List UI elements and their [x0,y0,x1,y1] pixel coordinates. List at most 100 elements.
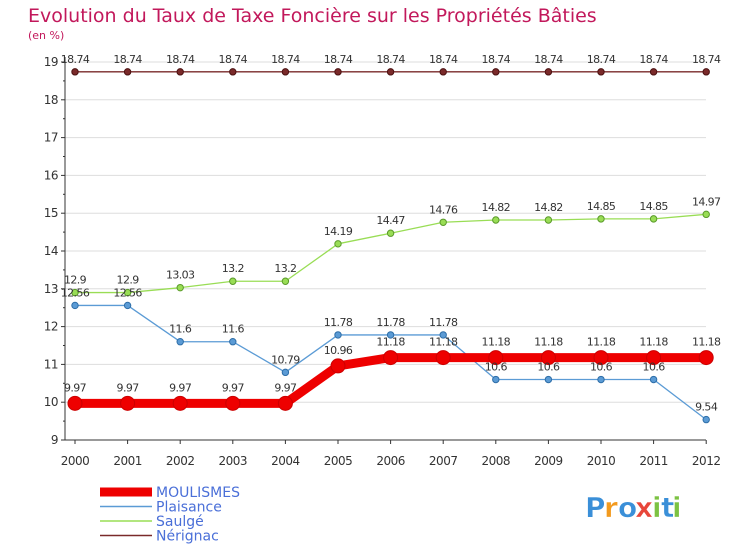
data-point [229,277,237,285]
y-tick-label: 12 [44,320,58,334]
data-label: 13.03 [166,269,195,282]
data-label: 12.56 [61,286,90,299]
y-tick-label: 15 [44,206,58,220]
data-label: 11.18 [429,336,458,349]
data-label: 14.82 [534,201,563,214]
data-label: 18.74 [534,53,563,66]
data-label: 11.18 [482,336,511,349]
data-label: 10.96 [324,344,353,357]
data-point [492,68,500,76]
data-point [649,215,658,223]
data-point [702,68,710,76]
data-point [334,331,342,339]
data-label: 11.18 [587,336,616,349]
data-point [439,218,447,226]
x-tick-label: 2008 [482,454,511,468]
data-label: 10.6 [643,361,666,374]
data-label: 11.18 [534,336,563,349]
data-point [71,68,79,76]
x-tick-label: 2010 [587,454,616,468]
series-plaisance [71,301,710,424]
data-point [172,395,188,411]
legend-label: Nérignac [156,529,219,545]
data-point [540,350,556,366]
logo-letter: r [604,491,618,524]
y-unit-label: (en %) [28,29,64,42]
data-point [229,338,237,346]
data-point [439,331,447,339]
data-point [176,68,184,76]
data-label: 14.19 [324,225,353,238]
data-point [71,288,79,297]
y-tick-label: 18 [44,93,58,107]
data-label: 18.74 [429,53,458,66]
data-point [330,358,346,374]
logo-letter: i [652,491,662,524]
data-point [488,350,504,366]
data-point [646,350,662,366]
legend-item-plaisance: Plaisance [100,500,222,516]
logo-letter: x [635,491,653,524]
data-point [386,229,395,237]
series-saulgé [71,210,710,297]
data-label: 12.9 [64,274,87,287]
data-label: 11.18 [376,336,405,349]
data-point [281,368,290,377]
data-point [702,210,710,219]
data-point [544,375,553,384]
data-point [71,301,79,310]
data-label: 9.97 [117,381,140,394]
data-label: 12.56 [113,286,142,299]
data-label: 9.97 [274,381,297,394]
data-label: 10.6 [485,361,508,374]
data-label: 9.97 [64,381,87,394]
data-point [176,283,184,292]
data-point [386,68,395,76]
data-label: 14.85 [587,200,616,213]
x-tick-label: 2011 [639,454,668,468]
data-label: 11.78 [376,316,405,329]
data-label: 11.78 [429,316,458,329]
data-label: 18.74 [271,53,300,66]
data-point [544,68,553,76]
data-label: 14.97 [692,195,721,208]
data-label: 18.74 [376,53,405,66]
x-tick-label: 2000 [61,454,90,468]
legend-item-moulismes: MOULISMES [100,485,240,501]
legend-label: Plaisance [156,500,222,516]
x-tick-label: 2005 [324,454,353,468]
data-label: 18.74 [166,53,195,66]
data-label: 9.54 [695,401,718,414]
data-label: 12.9 [117,274,140,287]
data-point [229,68,237,76]
legend-label: MOULISMES [156,485,240,501]
logo-letter: t [661,491,674,524]
data-label: 18.74 [692,53,721,66]
data-point [225,395,241,411]
data-point [649,375,658,384]
series-nérignac [71,68,710,76]
y-tick-label: 11 [44,357,58,371]
x-tick-label: 2002 [166,454,195,468]
data-point [492,375,500,384]
data-label: 18.74 [482,53,511,66]
data-label: 14.76 [429,203,458,216]
data-point [120,395,136,411]
y-tick-label: 14 [44,244,58,258]
data-label: 18.74 [219,53,248,66]
legend-item-nérignac: Nérignac [100,529,219,545]
data-point [435,350,451,366]
x-tick-label: 2009 [534,454,563,468]
data-label: 18.74 [113,53,142,66]
data-label: 13.2 [222,262,244,275]
data-point [492,216,500,224]
y-tick-label: 13 [44,282,58,296]
data-label: 11.78 [324,316,353,329]
data-label: 11.18 [692,336,721,349]
data-label: 13.2 [274,262,296,275]
data-point [67,395,83,411]
data-label: 10.6 [537,361,560,374]
data-point [544,216,553,224]
data-point [593,350,609,366]
